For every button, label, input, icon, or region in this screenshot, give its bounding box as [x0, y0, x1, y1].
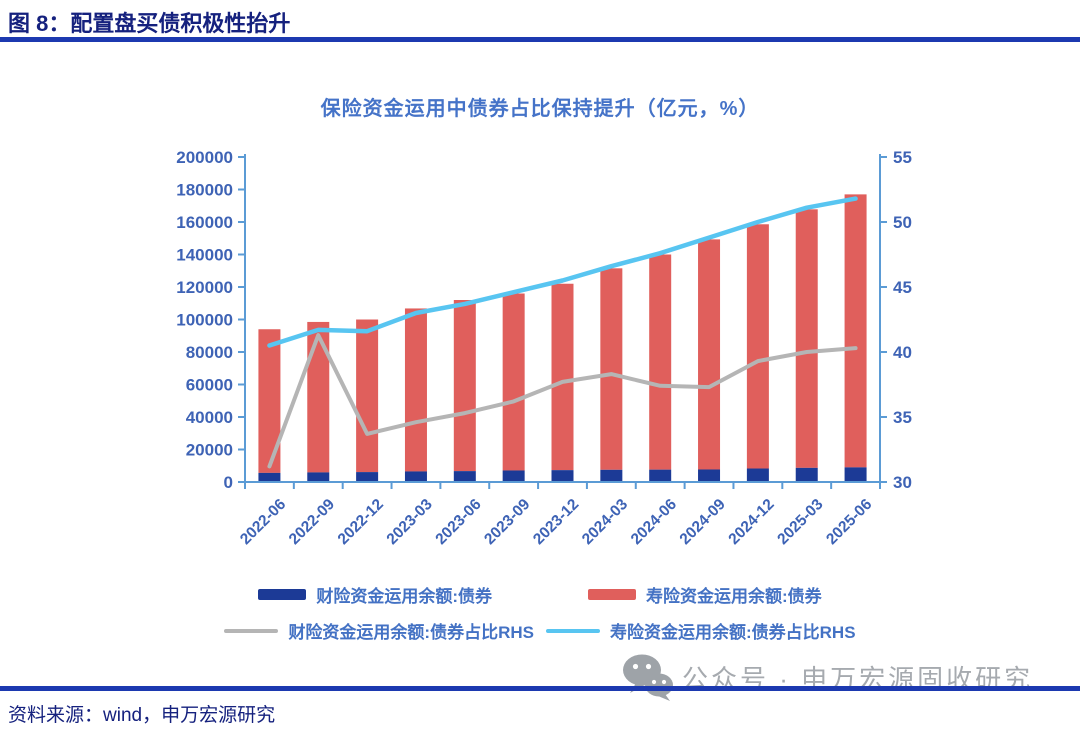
left-tick-label: 40000: [186, 408, 233, 427]
legend-item-property-ratio: 财险资金运用余额:债券占比RHS: [224, 618, 534, 643]
bar-life-bonds: [795, 209, 818, 468]
bar-life-bonds: [649, 254, 672, 470]
line-life-bond-ratio: [267, 196, 858, 348]
legend-item-life-ratio: 寿险资金运用余额:债券占比RHS: [546, 618, 856, 643]
left-tick-label: 60000: [186, 376, 233, 395]
x-tick-label: 2024-03: [579, 496, 632, 549]
bar-life-bonds: [453, 300, 476, 472]
bar-property-bonds: [746, 468, 769, 482]
legend-item-life-bonds: 寿险资金运用余额:债券: [588, 582, 822, 607]
bar-life-bonds: [698, 239, 721, 470]
bar-life-bonds: [502, 293, 525, 471]
bar-life-bonds: [356, 319, 379, 473]
bar-property-bonds: [649, 469, 672, 482]
chart-legend: 财险资金运用余额:债券 寿险资金运用余额:债券 财险资金运用余额:债券占比RHS…: [0, 582, 1080, 643]
bar-life-bonds: [844, 194, 867, 468]
wechat-icon: [623, 654, 673, 701]
bar-property-bonds: [356, 472, 379, 482]
right-tick-label: 30: [893, 473, 912, 492]
x-tick-label: 2024-06: [628, 496, 681, 549]
legend-label: 寿险资金运用余额:债券: [646, 587, 822, 606]
legend-item-property-bonds: 财险资金运用余额:债券: [258, 582, 492, 607]
right-tick-label: 35: [893, 408, 912, 427]
x-tick-label: 2024-09: [677, 496, 730, 549]
x-tick-label: 2023-03: [384, 496, 437, 549]
bar-property-bonds: [502, 470, 525, 482]
left-tick-label: 0: [224, 473, 233, 492]
left-tick-label: 180000: [176, 181, 233, 200]
left-tick-label: 100000: [176, 311, 233, 330]
bar-property-bonds: [600, 469, 623, 482]
bar-property-bonds: [698, 469, 721, 482]
footer-divider: [0, 686, 1080, 691]
left-tick-label: 20000: [186, 441, 233, 460]
x-tick-label: 2024-12: [725, 496, 777, 548]
bar-life-bonds: [551, 283, 574, 471]
bar-life-bonds: [258, 329, 281, 473]
x-tick-label: 2025-06: [823, 496, 876, 549]
gray-line-swatch: [224, 628, 279, 633]
line-property-bond-ratio: [267, 333, 858, 469]
chart-title: 保险资金运用中债券占比保持提升（亿元，%）: [320, 98, 760, 120]
bar-property-bonds: [258, 472, 281, 482]
legend-label: 寿险资金运用余额:债券占比RHS: [610, 623, 856, 642]
cyan-line-swatch: [546, 628, 600, 633]
bar-property-bonds: [844, 467, 867, 482]
x-tick-label: 2023-09: [481, 496, 534, 549]
watermark: 公众号 · 申万宏源固收研究: [622, 652, 1033, 702]
right-tick-label: 40: [893, 343, 912, 362]
x-tick-label: 2022-12: [335, 496, 387, 548]
left-tick-label: 120000: [176, 278, 233, 297]
left-tick-label: 140000: [176, 246, 233, 265]
left-tick-label: 80000: [186, 343, 233, 362]
left-tick-label: 200000: [176, 148, 233, 167]
figure-title: 图 8：配置盘买债积极性抬升: [8, 11, 291, 36]
bar-property-bonds: [795, 467, 818, 482]
bar-life-bonds: [600, 268, 623, 470]
bar-life-bonds: [746, 224, 769, 469]
x-tick-label: 2022-06: [237, 496, 290, 549]
bar-property-bonds: [551, 470, 574, 482]
bar-property-bonds: [404, 471, 427, 482]
right-tick-label: 55: [893, 148, 912, 167]
red-bar-swatch: [588, 589, 636, 600]
right-tick-label: 45: [893, 278, 912, 297]
x-tick-label: 2023-12: [530, 496, 582, 548]
legend-label: 财险资金运用余额:债券占比RHS: [288, 623, 534, 642]
navy-bar-swatch: [258, 589, 307, 600]
legend-label: 财险资金运用余额:债券: [316, 587, 492, 606]
source-note: 资料来源：wind，申万宏源研究: [8, 705, 276, 726]
bar-life-bonds: [307, 321, 330, 473]
bar-property-bonds: [307, 472, 330, 482]
x-tick-label: 2023-06: [432, 496, 485, 549]
header-divider: [0, 37, 1080, 42]
x-tick-label: 2022-09: [286, 496, 339, 549]
bar-life-bonds: [404, 308, 427, 472]
left-tick-label: 160000: [176, 213, 233, 232]
bar-property-bonds: [453, 471, 476, 482]
x-tick-label: 2025-03: [774, 496, 827, 549]
right-tick-label: 50: [893, 213, 912, 232]
